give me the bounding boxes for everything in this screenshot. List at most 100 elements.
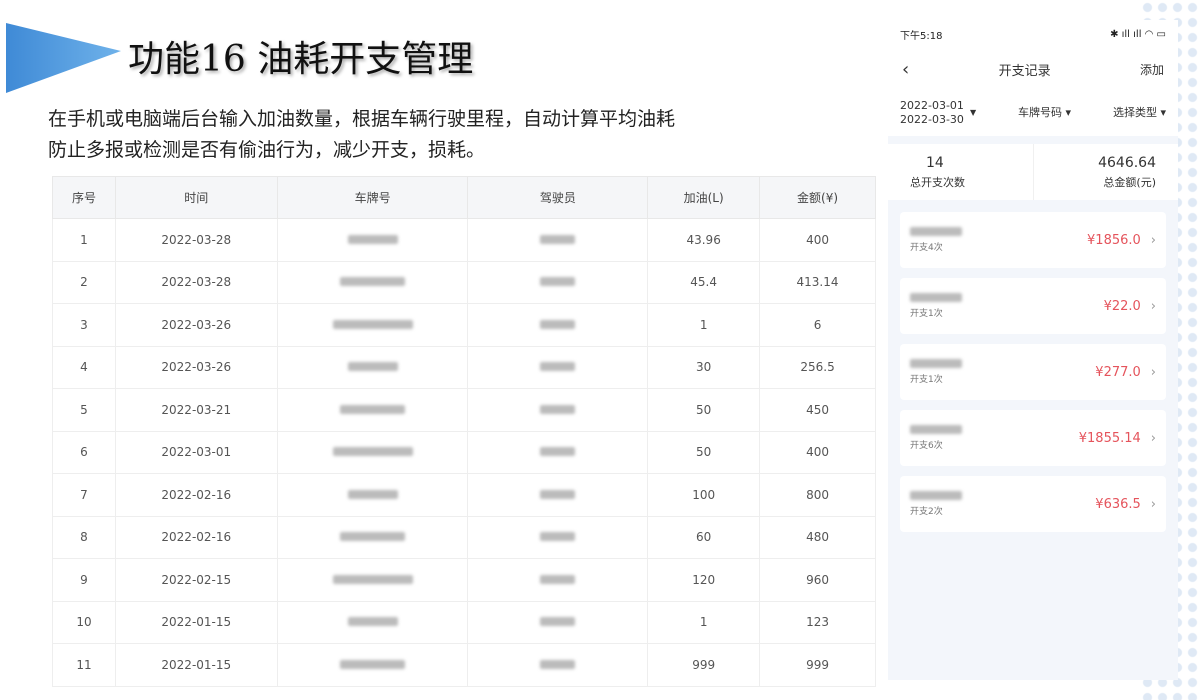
plate-cell-redacted: [276, 515, 469, 559]
table-row[interactable]: 9 2022-02-15 120 960: [52, 558, 876, 602]
table-cell: 50: [647, 388, 761, 432]
table-cell: 450: [759, 388, 876, 432]
redacted-text: [340, 532, 406, 542]
redacted-text: [540, 234, 576, 244]
plate-cell-redacted: [276, 643, 469, 687]
redacted-text: [540, 532, 576, 542]
redacted-text: [540, 617, 576, 627]
chevron-right-icon: ›: [1150, 232, 1156, 248]
nav-title: 开支记录: [998, 63, 1051, 79]
plate-cell-redacted: [276, 430, 469, 474]
column-header: 时间: [114, 176, 278, 219]
plate-cell-redacted: [276, 558, 469, 602]
table-cell: 120: [647, 558, 761, 602]
table-row[interactable]: 1 2022-03-28 43.96 400: [52, 218, 876, 262]
plate-filter[interactable]: 车牌号码 ▾: [1018, 106, 1072, 119]
redacted-text: [540, 447, 576, 457]
table-cell: 50: [647, 430, 761, 474]
table-cell: 6: [52, 430, 116, 474]
redacted-text: [540, 574, 576, 584]
table-row[interactable]: 7 2022-02-16 100 800: [52, 473, 876, 517]
table-row[interactable]: 6 2022-03-01 50 400: [52, 430, 876, 474]
redacted-text: [540, 277, 576, 287]
expense-card[interactable]: 开支4次 ¥1856.0 ›: [900, 212, 1166, 268]
redacted-text: [540, 489, 576, 499]
column-header: 车牌号: [276, 176, 469, 219]
table-cell: 3: [52, 303, 116, 347]
add-button[interactable]: 添加: [1139, 62, 1164, 77]
table-cell: 123: [759, 600, 876, 644]
table-row[interactable]: 3 2022-03-26 1 6: [52, 303, 876, 347]
redacted-text: [332, 574, 413, 584]
type-filter[interactable]: 选择类型 ▾: [1112, 106, 1166, 119]
table-row[interactable]: 11 2022-01-15 999 999: [52, 643, 876, 687]
column-header: 序号: [52, 176, 116, 219]
redacted-text: [340, 659, 406, 669]
chevron-right-icon: ›: [1150, 364, 1156, 380]
summary: 14 总开支次数 4646.64 总金额(元): [888, 144, 1178, 200]
column-header: 加油(L): [647, 176, 761, 219]
caret-down-icon: ▼: [969, 108, 977, 117]
table-cell: 2022-03-26: [114, 303, 278, 347]
plate-cell-redacted: [276, 345, 469, 389]
table-cell: 9: [52, 558, 116, 602]
table-cell: 4: [52, 345, 116, 389]
table-cell: 256.5: [759, 345, 876, 389]
redacted-text: [340, 404, 406, 414]
table-cell: 480: [759, 515, 876, 559]
signal-icons: ✱ ıll ıll ◠ ▭: [1110, 28, 1166, 40]
driver-cell-redacted: [467, 260, 649, 304]
driver-cell-redacted: [467, 303, 649, 347]
redacted-text: [540, 659, 576, 669]
plate-cell-redacted: [276, 218, 469, 262]
table-cell: 2: [52, 260, 116, 304]
table-row[interactable]: 5 2022-03-21 50 450: [52, 388, 876, 432]
table-cell: 60: [647, 515, 761, 559]
table-row[interactable]: 10 2022-01-15 1 123: [52, 600, 876, 644]
table-cell: 30: [647, 345, 761, 389]
plate-cell-redacted: [276, 600, 469, 644]
table-cell: 2022-03-21: [114, 388, 278, 432]
table-row[interactable]: 2 2022-03-28 45.4 413.14: [52, 260, 876, 304]
status-bar: 下午5:18 ✱ ıll ıll ◠ ▭: [888, 20, 1178, 48]
page-title: 功能16 油耗开支管理: [128, 39, 474, 80]
redacted-plate: [910, 425, 962, 434]
table-cell: 413.14: [759, 260, 876, 304]
expense-card[interactable]: 开支2次 ¥636.5 ›: [900, 476, 1166, 532]
date-filter[interactable]: 2022-03-01 2022-03-30 ▼: [900, 99, 977, 126]
nav-bar: ‹ 开支记录 添加: [888, 48, 1178, 90]
chevron-right-icon: ›: [1150, 298, 1156, 314]
chevron-left-icon[interactable]: ‹: [902, 58, 910, 80]
expense-card[interactable]: 开支1次 ¥22.0 ›: [900, 278, 1166, 334]
expense-card[interactable]: 开支6次 ¥1855.14 ›: [900, 410, 1166, 466]
table-cell: 1: [647, 600, 761, 644]
table-cell: 11: [52, 643, 116, 687]
table-row[interactable]: 4 2022-03-26 30 256.5: [52, 345, 876, 389]
plate-cell-redacted: [276, 260, 469, 304]
table-cell: 2022-03-28: [114, 260, 278, 304]
driver-cell-redacted: [467, 643, 649, 687]
redacted-text: [540, 362, 576, 372]
table-cell: 7: [52, 473, 116, 517]
table-cell: 400: [759, 218, 876, 262]
filters: 2022-03-01 2022-03-30 ▼ 车牌号码 ▾ 选择类型 ▾: [888, 90, 1178, 136]
redacted-text: [347, 362, 398, 372]
table-cell: 10: [52, 600, 116, 644]
plate-cell-redacted: [276, 473, 469, 517]
table-cell: 2022-03-26: [114, 345, 278, 389]
table-cell: 6: [759, 303, 876, 347]
table-row[interactable]: 8 2022-02-16 60 480: [52, 515, 876, 559]
redacted-plate: [910, 293, 962, 302]
table-cell: 800: [759, 473, 876, 517]
table-cell: 1: [52, 218, 116, 262]
redacted-text: [347, 617, 398, 627]
table-cell: 960: [759, 558, 876, 602]
table-cell: 999: [647, 643, 761, 687]
driver-cell-redacted: [467, 558, 649, 602]
column-header: 驾驶员: [467, 176, 649, 219]
table-cell: 1: [647, 303, 761, 347]
table-cell: 999: [759, 643, 876, 687]
plate-cell-redacted: [276, 388, 469, 432]
table-cell: 100: [647, 473, 761, 517]
expense-card[interactable]: 开支1次 ¥277.0 ›: [900, 344, 1166, 400]
